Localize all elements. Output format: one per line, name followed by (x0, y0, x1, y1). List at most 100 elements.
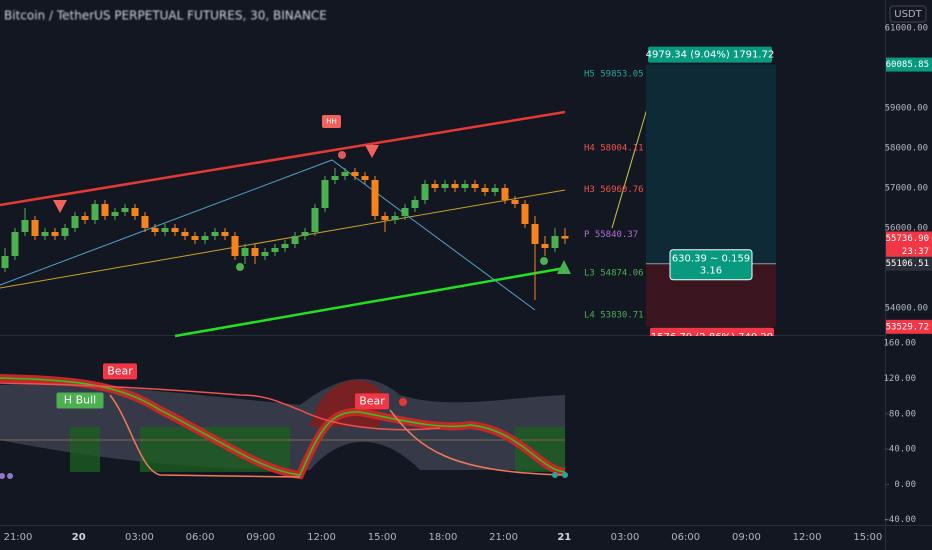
entry-label: 3.16 (700, 266, 722, 277)
candle-body (171, 228, 179, 232)
candle-body (181, 232, 189, 236)
channel-bottom (174, 266, 566, 338)
chart-title: Bitcoin / TetherUS PERPETUAL FUTURES, 30… (4, 9, 327, 23)
candle-body (381, 216, 389, 220)
y-tick-label: 54000.00 (885, 304, 928, 314)
y-tick-label: 56000.00 (885, 224, 928, 234)
signal-label-bg (56, 392, 104, 409)
candle-body (261, 252, 269, 256)
candle-body (11, 232, 19, 256)
candle-body (121, 208, 129, 212)
trend-line (0, 189, 566, 289)
signal-label-bg (103, 363, 137, 380)
pivot-label: P 55840.37 (584, 230, 638, 240)
candle-body (111, 212, 119, 216)
target-label: 4979.34 (9.04%) 1791.72 (646, 50, 775, 61)
candle-body (291, 236, 299, 244)
signal-label: Bear (359, 394, 385, 407)
marker-dot (338, 151, 346, 159)
indicator-dot (399, 398, 407, 406)
candle-body (41, 232, 49, 236)
x-tick-label: 21:00 (489, 532, 518, 543)
marker-dot (540, 257, 548, 265)
indicator-zone (70, 427, 100, 472)
x-tick-label: 12:00 (793, 532, 822, 543)
candle-body (321, 180, 329, 208)
channel-top (0, 110, 566, 207)
y-tick-label: 160.00 (883, 339, 916, 349)
candle-body (471, 184, 479, 188)
x-tick-label: 18:00 (428, 532, 457, 543)
candle-body (281, 244, 289, 248)
currency: USDT (894, 9, 922, 20)
candle-body (231, 236, 239, 256)
price-label: 53529.72 (886, 322, 929, 332)
hh-text: HH (326, 118, 337, 126)
x-tick-label: 15:00 (368, 532, 397, 543)
x-tick-label: 21:00 (4, 532, 33, 543)
y-tick-label: -40.00 (883, 515, 916, 525)
candle-body (211, 232, 219, 236)
candle-body (241, 248, 249, 256)
indicator-line (0, 377, 566, 476)
y-tick-label: 120.00 (883, 374, 916, 384)
pane-cover (640, 336, 780, 344)
candle-body (101, 204, 109, 216)
indicator-dot (0, 473, 5, 479)
candle-body (451, 184, 459, 188)
indicator-dot (552, 472, 558, 478)
marker-down (365, 145, 379, 158)
candle-body (331, 176, 339, 180)
candle-body (551, 236, 559, 248)
x-tick-label: 06:00 (186, 532, 215, 543)
candle-body (541, 244, 549, 248)
indicator-dot (562, 472, 568, 478)
candle-body (391, 216, 399, 220)
y-tick-label: 80.00 (889, 409, 916, 419)
marker-dot (236, 263, 244, 271)
zigzag (0, 159, 536, 311)
candle-body (161, 228, 169, 232)
candle-body (191, 236, 199, 240)
x-tick-label: 09:00 (246, 532, 275, 543)
candle-body (341, 172, 349, 176)
pivot-label: L3 54874.06 (584, 269, 644, 279)
pivot-label: H4 58004.11 (584, 143, 644, 153)
indicator-line (109, 394, 566, 478)
y-tick-label: 58000.00 (885, 144, 928, 154)
candle-body (431, 184, 439, 188)
candle-body (131, 208, 139, 216)
y-tick-label: 57000.00 (885, 184, 928, 194)
candle-body (361, 176, 369, 180)
candle-body (311, 208, 319, 232)
candle-body (151, 228, 159, 232)
candle-body (421, 184, 429, 200)
candle-body (51, 232, 59, 236)
x-tick-label: 09:00 (732, 532, 761, 543)
candle-body (461, 184, 469, 188)
entry-label-bg (669, 249, 753, 281)
x-tick-label: 03:00 (611, 532, 640, 543)
price-label-bg (886, 57, 932, 72)
pivot-label: H5 59853.05 (584, 69, 644, 79)
y-tick-label: 0.00 (894, 480, 916, 490)
candle-body (351, 172, 359, 176)
candle-body (221, 232, 229, 236)
candle-body (91, 204, 99, 220)
candle-body (251, 248, 259, 256)
signal-label-bg (355, 393, 389, 410)
price-label-bg (886, 256, 932, 271)
signal-label: H Bull (64, 394, 96, 407)
candle-body (1, 256, 9, 268)
price-label-bg (886, 319, 932, 334)
pivot-label: L4 53830.71 (584, 310, 644, 320)
target-zone (646, 64, 776, 264)
y-tick-label: 59000.00 (885, 104, 928, 114)
x-tick-label: 15:00 (853, 532, 882, 543)
candle-body (411, 200, 419, 208)
candle-body (441, 184, 449, 188)
pivot-label: H3 56960.76 (584, 185, 644, 195)
candle-body (531, 224, 539, 244)
candle-body (491, 188, 499, 192)
